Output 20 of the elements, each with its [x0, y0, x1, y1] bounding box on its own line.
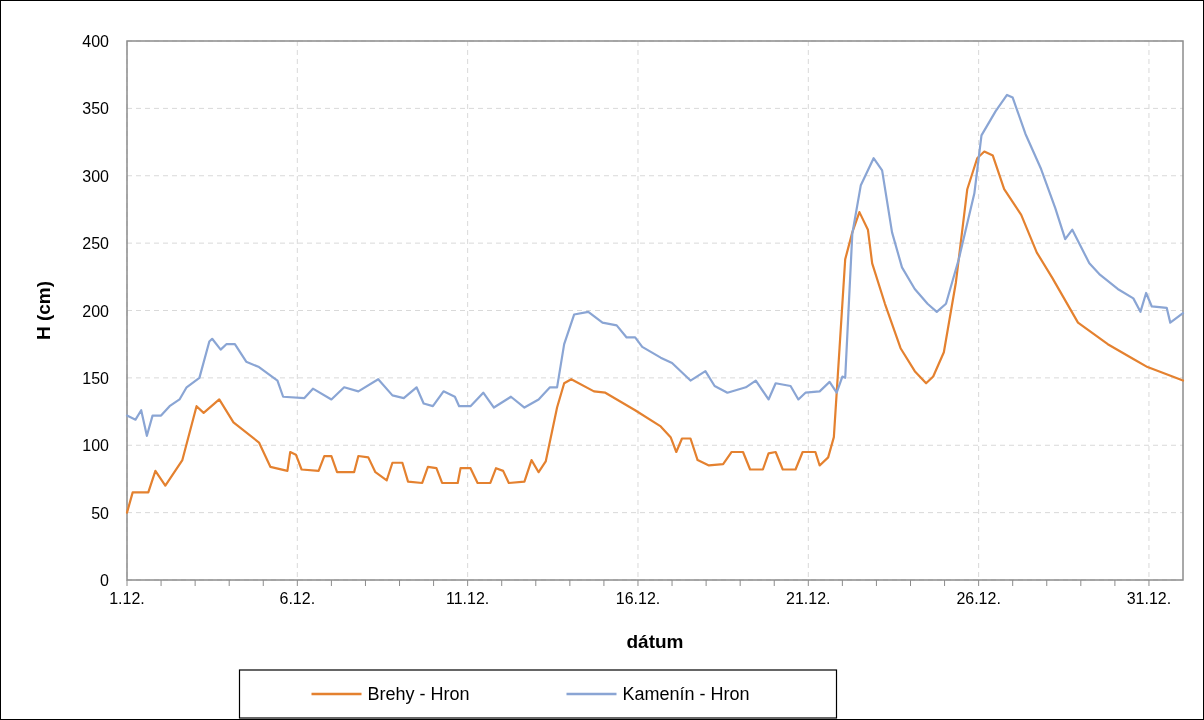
- y-tick-label: 50: [91, 504, 110, 522]
- x-tick-label: 16.12.: [615, 590, 661, 607]
- y-tick-label: 0: [100, 572, 110, 589]
- x-tick-label: 1.12.: [109, 590, 145, 607]
- x-tick-label: 21.12.: [786, 590, 831, 607]
- x-axis-title: dátum: [626, 631, 684, 652]
- legend-label: Brehy - Hron: [367, 684, 470, 704]
- y-tick-label: 400: [82, 33, 110, 50]
- y-tick-label: 250: [82, 235, 110, 253]
- x-tick-label: 6.12.: [279, 590, 316, 607]
- y-tick-label: 100: [82, 437, 110, 455]
- y-tick-label: 150: [82, 369, 110, 387]
- x-tick-label: 11.12.: [446, 590, 490, 607]
- legend-label: Kamenín - Hron: [622, 684, 750, 704]
- x-tick-label: 26.12.: [956, 590, 1001, 607]
- y-tick-label: 300: [82, 167, 110, 185]
- y-axis-title: H (cm): [33, 280, 54, 341]
- y-tick-label: 200: [82, 302, 110, 320]
- y-tick-label: 350: [82, 100, 110, 118]
- x-tick-label: 31.12.: [1126, 590, 1172, 607]
